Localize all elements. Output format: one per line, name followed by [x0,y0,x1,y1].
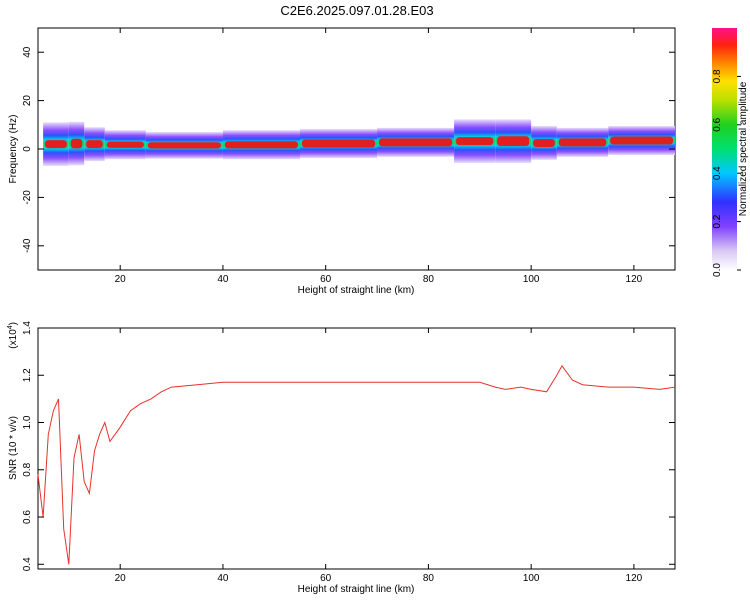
snr-y-axis-label: SNR (10 * v/v) [8,416,19,480]
y-tick-label: 1.4 [22,321,33,335]
y-tick-label: -20 [22,190,33,205]
colorbar: 0.0 0.2 0.4 0.6 0.8 Normalized spectral ampl… [712,28,749,277]
snr-x-axis-label: Height of straight line (km) [298,584,415,595]
y-tick-label: 1.0 [22,415,33,429]
y-tick-label: 40 [22,46,33,58]
y-multiplier-base: (x10 [8,329,19,349]
spectrogram-x-axis-label: Height of straight line (km) [298,285,415,296]
colorbar-tick-label: 0.8 [712,69,723,83]
x-tick-label: 20 [115,573,127,584]
snr-panel: 20 40 60 80 100 120 0.4 0.6 0.8 1.0 1.2 1.4 Height… [7,321,676,595]
y-tick-label: 0.6 [22,510,33,524]
snr-series-line [37,364,676,565]
colorbar-tick-label: 0.0 [712,263,723,277]
band-peak [86,140,103,149]
spectrogram-y-axis-label: Frequency (Hz) [8,115,19,184]
band-peak [147,142,221,149]
x-tick-label: 80 [423,573,435,584]
y-tick-label: 0 [22,146,33,152]
x-tick-label: 120 [626,274,643,285]
x-tick-label: 100 [523,573,540,584]
band-peak [45,140,67,149]
x-tick-label: 80 [423,274,435,285]
colorbar-tick-label: 0.2 [712,214,723,228]
band-peak [558,138,607,147]
x-tick-label: 60 [320,274,332,285]
colorbar-gradient [712,28,737,270]
x-tick-label: 100 [523,274,540,285]
y-tick-label: 20 [22,95,33,107]
x-tick-label: 20 [115,274,127,285]
y-multiplier-close: ) [8,322,19,325]
band-peak [610,136,673,145]
y-tick-label: 0.4 [22,557,33,571]
y-tick-label: 1.2 [22,368,33,382]
band-peak [224,141,298,149]
y-tick-label: -40 [22,238,33,253]
band-peak [70,138,83,149]
band-peak [301,139,376,148]
x-tick-label: 60 [320,573,332,584]
band-peak [456,137,494,146]
x-tick-label: 40 [217,274,229,285]
spectrogram-panel: 20 40 60 80 100 120 -40 -20 0 20 40 Height of str… [8,27,676,296]
band-peak [379,138,453,147]
svg-text:(x104): (x104) [7,322,19,349]
colorbar-tick-label: 0.6 [712,117,723,131]
chart-title: C2E6.2025.097.01.28.E03 [280,3,433,18]
x-tick-label: 40 [217,573,229,584]
band-peak [533,138,555,147]
y-multiplier-exponent: 4 [7,325,14,329]
spectrogram-band [43,119,675,166]
band-peak [497,136,530,146]
snr-plot-area [37,327,676,570]
band-peak [106,141,144,148]
snr-y-multiplier: (x104) [7,322,19,349]
colorbar-tick-label: 0.4 [712,166,723,180]
colorbar-label: Normalized spectral amplitude [738,81,749,216]
y-tick-label: 0.8 [22,462,33,476]
x-tick-label: 120 [626,573,643,584]
